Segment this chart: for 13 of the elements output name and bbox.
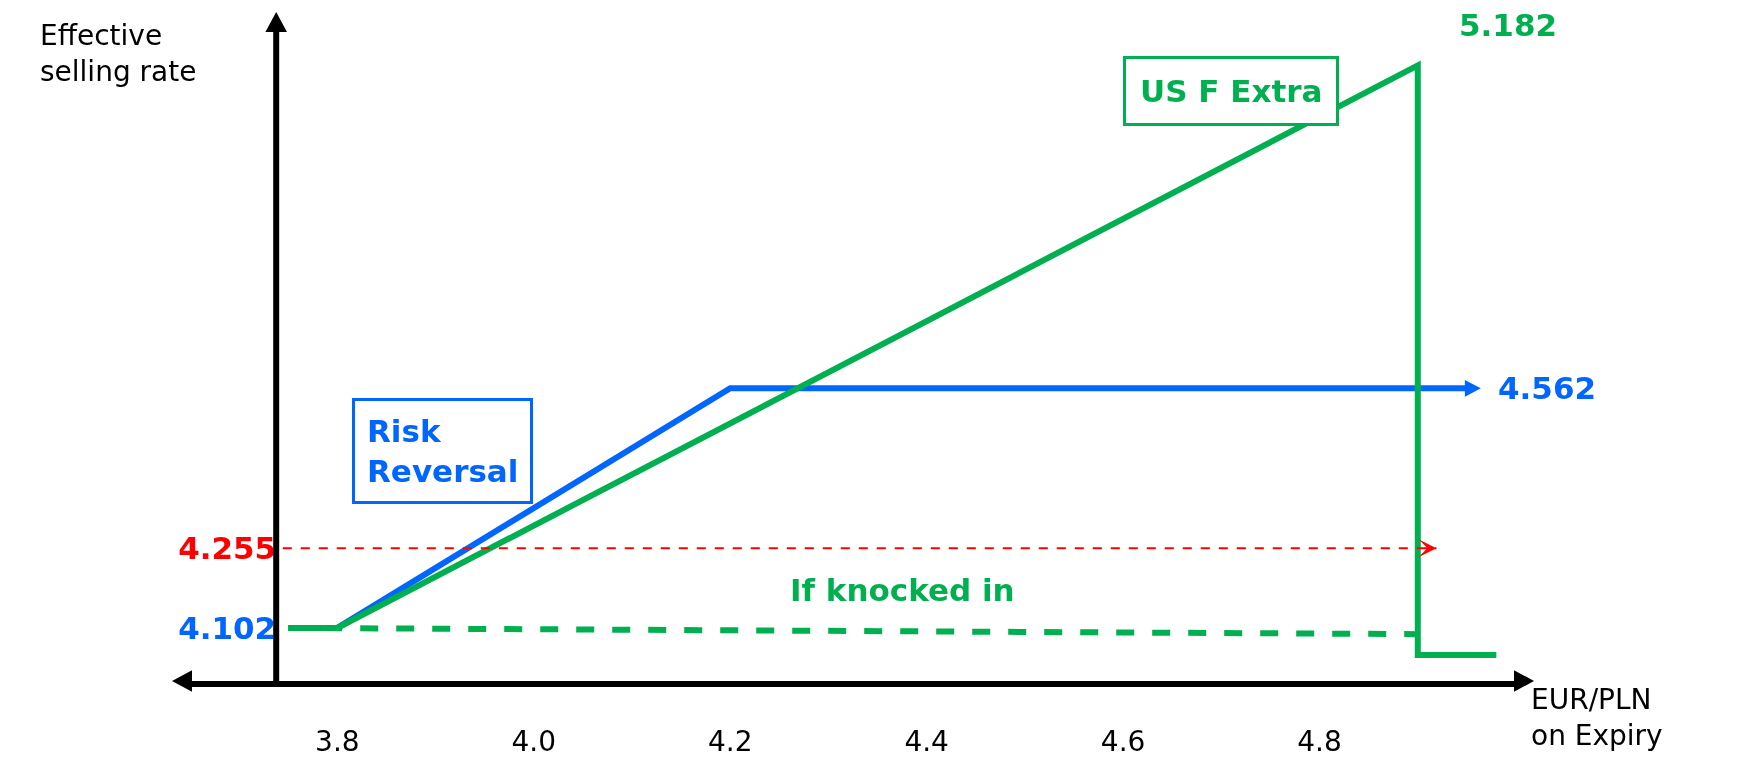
series-label: US F Extra xyxy=(1140,73,1323,109)
x-tick-label: 4.8 xyxy=(1297,724,1342,758)
x-tick-label: 4.6 xyxy=(1100,724,1146,758)
x-tick-label: 4.4 xyxy=(904,724,949,758)
y-axis-title: Effective selling rate xyxy=(40,19,197,89)
x-axis-title: EUR/PLN on Expiry xyxy=(1531,683,1663,753)
annotation: 5.182 xyxy=(1459,7,1558,43)
x-tick-label: 4.0 xyxy=(511,724,557,758)
x-tick-label: 3.8 xyxy=(315,724,360,758)
annotation: 4.562 xyxy=(1498,370,1597,406)
series-label: Risk Reversal xyxy=(367,413,519,490)
series-label: If knocked in xyxy=(790,572,1015,608)
x-tick-label: 4.2 xyxy=(707,724,753,758)
